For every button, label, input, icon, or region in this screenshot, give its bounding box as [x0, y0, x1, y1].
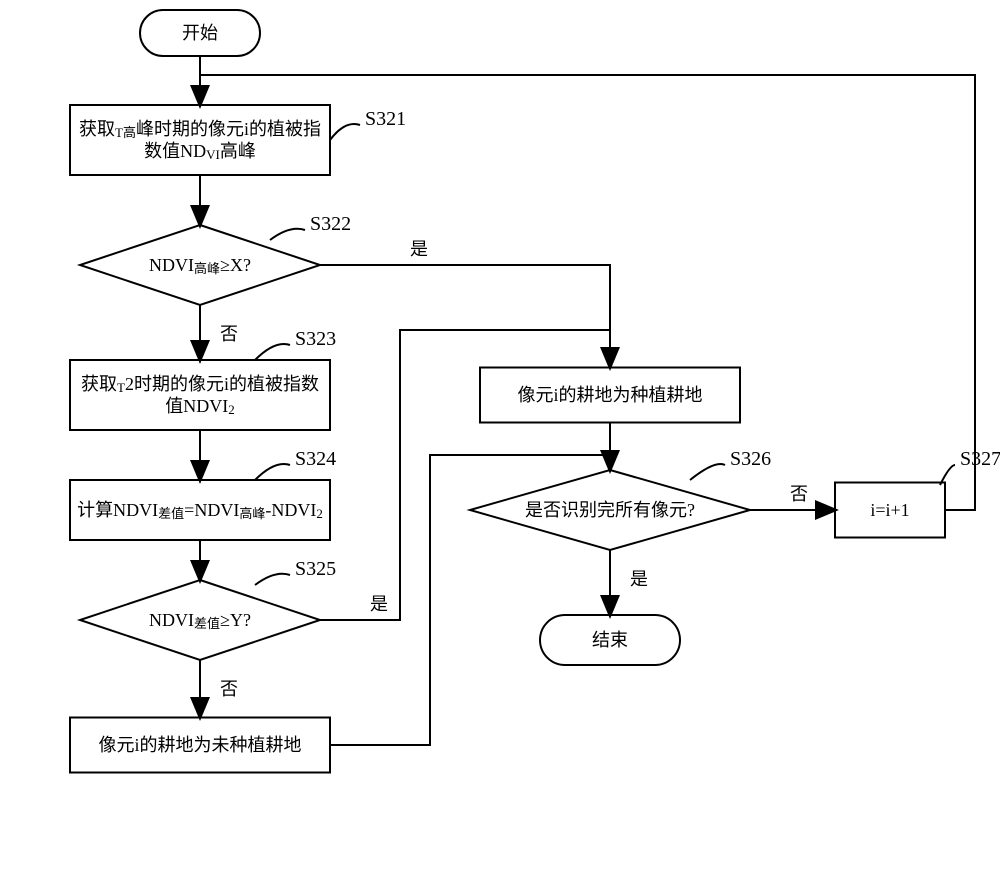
step-label: S321 [365, 108, 406, 130]
node-text: 像元i的耕地为未种植耕地 [99, 735, 302, 755]
node-text: 开始 [182, 23, 218, 43]
node-text: 值NDVI2 [165, 396, 235, 417]
node-text: 计算NDVI差值=NDVI高峰-NDVI2 [77, 500, 323, 521]
process [70, 360, 330, 430]
edge-label: 否 [220, 679, 238, 699]
step-label: S325 [295, 558, 336, 580]
edge [320, 265, 610, 367]
edge-label: 是 [370, 594, 388, 614]
nodes: 开始获取T高峰时期的像元i的植被指数值NDVI高峰 NDVI高峰≥X? 获取T2时期… [70, 10, 945, 773]
edge [200, 75, 975, 510]
edge-label: 否 [790, 484, 808, 504]
node-text: 像元i的耕地为种植耕地 [518, 385, 703, 405]
edge-label: 否 [220, 324, 238, 344]
process [70, 105, 330, 175]
connector-curve [255, 464, 290, 480]
connector-curve [330, 124, 360, 140]
node-text: 结束 [592, 630, 628, 650]
node-text: i=i+1 [870, 500, 909, 520]
edge-label: 是 [630, 569, 648, 589]
step-label: S323 [295, 328, 336, 350]
edge [320, 330, 610, 620]
connector-curve [255, 344, 290, 360]
node-text: 数值NDVI高峰 [144, 141, 256, 162]
node-text: 获取T2时期的像元i的植被指数 [81, 374, 319, 395]
node-text: NDVI高峰≥X? [149, 255, 251, 276]
node-text: 获取T高峰时期的像元i的植被指 [79, 119, 321, 140]
node-text: NDVI差值≥Y? [149, 610, 251, 631]
connector-curve [690, 464, 725, 480]
node-text: 是否识别完所有像元? [525, 500, 695, 520]
edge-label: 是 [410, 239, 428, 259]
step-label: S326 [730, 448, 771, 470]
step-label: S327 [960, 448, 1000, 470]
connector-curve [255, 574, 290, 585]
step-label: S322 [310, 213, 351, 235]
connector-curve [270, 229, 305, 240]
step-label: S324 [295, 448, 336, 470]
